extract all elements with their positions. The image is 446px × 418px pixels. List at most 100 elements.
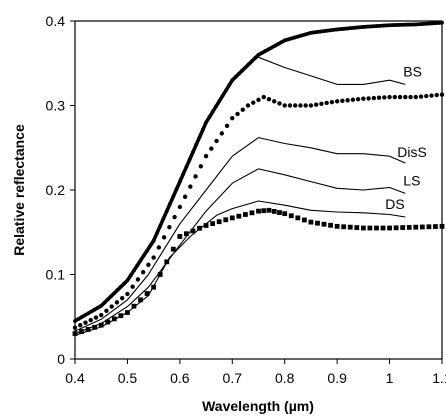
data-point: [119, 295, 125, 301]
data-point: [181, 172, 186, 177]
data-point: [433, 21, 438, 26]
data-point: [170, 246, 176, 252]
data-point: [161, 235, 167, 240]
data-point: [406, 224, 412, 230]
data-point: [361, 96, 366, 101]
data-point: [105, 319, 111, 325]
data-point: [272, 99, 277, 104]
data-point: [138, 258, 143, 263]
data-point: [354, 25, 359, 30]
data-point: [400, 225, 406, 231]
data-point: [250, 59, 254, 64]
data-point: [408, 94, 413, 100]
data-point: [295, 215, 301, 221]
data-point: [128, 273, 133, 278]
data-point: [328, 28, 333, 33]
data-point: [138, 297, 143, 303]
series-layer: [72, 20, 445, 337]
data-point: [407, 22, 412, 27]
data-point: [282, 103, 287, 108]
data-point: [279, 40, 284, 45]
data-point: [397, 94, 403, 100]
data-point: [303, 103, 308, 108]
x-tick-label: 1.1: [432, 370, 446, 386]
series-6: [72, 207, 445, 337]
data-point: [164, 259, 170, 265]
y-tick-label: 0.1: [46, 267, 66, 283]
data-point: [184, 164, 189, 169]
data-point: [315, 220, 320, 226]
series-line: [74, 168, 406, 335]
data-point: [266, 207, 272, 213]
data-point: [99, 303, 104, 308]
data-point: [381, 23, 385, 28]
data-point: [360, 225, 366, 231]
data-point: [172, 214, 177, 220]
data-point: [96, 305, 100, 310]
data-point: [277, 210, 282, 215]
data-point: [235, 111, 240, 117]
series-label-ds: DS: [385, 196, 404, 212]
data-point: [440, 20, 444, 25]
data-point: [282, 38, 287, 43]
data-point: [419, 224, 425, 230]
data-point: [295, 34, 300, 39]
data-point: [200, 127, 205, 132]
data-point: [203, 154, 209, 159]
data-point: [246, 62, 251, 67]
data-point: [366, 96, 371, 101]
data-point: [302, 32, 307, 37]
data-point: [387, 225, 392, 231]
data-point: [155, 231, 159, 236]
data-point: [236, 71, 241, 76]
data-point: [377, 23, 382, 28]
data-point: [229, 215, 235, 221]
data-point: [434, 92, 439, 98]
data-point: [324, 100, 329, 106]
data-point: [308, 219, 314, 225]
data-point: [112, 291, 117, 295]
data-point: [83, 320, 88, 325]
data-point: [350, 97, 356, 102]
x-tick-label: 0.6: [170, 370, 190, 386]
data-point: [436, 21, 441, 25]
data-point: [230, 78, 235, 83]
data-point: [253, 56, 258, 60]
data-point: [384, 23, 389, 28]
data-point: [73, 319, 77, 323]
series-line: [258, 56, 406, 85]
data-point: [182, 194, 188, 199]
data-point: [223, 88, 228, 93]
data-point: [355, 97, 361, 102]
data-point: [390, 23, 395, 28]
data-point: [256, 97, 261, 103]
series-0: [73, 20, 444, 323]
data-point: [341, 224, 347, 230]
data-point: [433, 224, 438, 229]
data-point: [72, 325, 78, 330]
data-point: [328, 222, 333, 228]
data-point: [188, 184, 193, 189]
data-point: [92, 324, 98, 330]
data-point: [223, 217, 229, 223]
data-point: [135, 263, 140, 268]
data-point: [144, 291, 150, 296]
data-point: [340, 98, 345, 103]
data-point: [266, 47, 271, 52]
data-point: [334, 223, 340, 229]
data-point: [426, 224, 432, 230]
data-point: [177, 179, 182, 184]
data-point: [288, 213, 294, 219]
data-point: [345, 98, 350, 103]
data-point: [102, 300, 107, 305]
data-point: [76, 317, 81, 321]
data-point: [394, 23, 399, 27]
x-tick-label: 0.7: [223, 370, 243, 386]
y-axis-title: Relative reflectance: [11, 124, 27, 256]
data-point: [242, 212, 248, 217]
data-point: [216, 219, 222, 225]
series-label-ls: LS: [403, 172, 420, 188]
data-point: [141, 253, 146, 258]
data-point: [308, 103, 314, 108]
data-point: [197, 135, 202, 140]
